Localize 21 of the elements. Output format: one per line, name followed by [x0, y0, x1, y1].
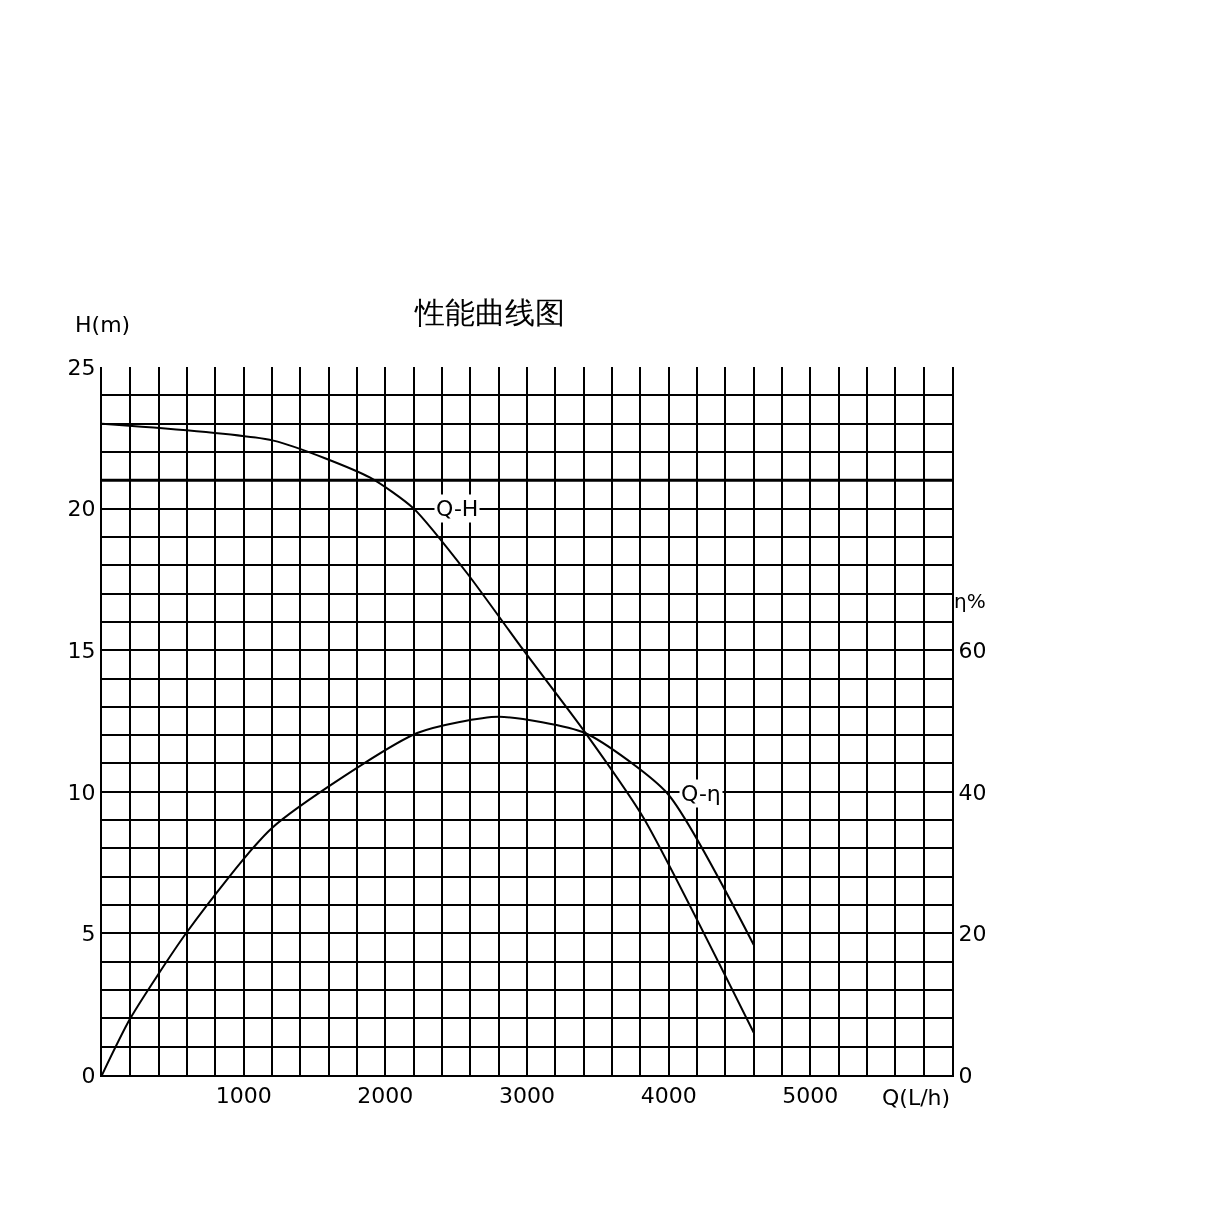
- y-tick-label: 25: [67, 354, 96, 380]
- x-tick-label: 2000: [357, 1083, 414, 1109]
- y2-tick-label: 20: [958, 921, 987, 947]
- y2-tick-label: 60: [958, 637, 987, 663]
- y-tick-label: 5: [81, 921, 96, 947]
- x-tick-label: 3000: [499, 1083, 555, 1109]
- y2-axis-title: η%: [954, 589, 986, 613]
- y2-tick-label: 0: [958, 1062, 973, 1088]
- series-label: Q-H: [436, 496, 479, 521]
- y-tick-label: 10: [67, 779, 96, 805]
- y2-tick-label: 40: [958, 779, 987, 805]
- x-tick-label: 5000: [782, 1083, 839, 1109]
- y-axis-title: H(m): [75, 312, 131, 337]
- x-axis-title: Q(L/h): [882, 1085, 951, 1110]
- chart-title: 性能曲线图: [413, 294, 565, 330]
- y-tick-label: 15: [67, 637, 96, 663]
- x-tick-label: 4000: [640, 1083, 697, 1109]
- y-tick-label: 0: [81, 1062, 96, 1088]
- series-label: Q-η: [681, 781, 721, 806]
- x-tick-label: 1000: [215, 1083, 272, 1109]
- y-tick-label: 20: [67, 496, 96, 522]
